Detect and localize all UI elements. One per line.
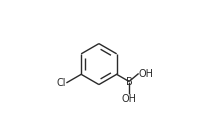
Text: OH: OH <box>121 94 136 104</box>
Text: OH: OH <box>138 69 153 79</box>
Text: Cl: Cl <box>56 78 66 88</box>
Text: B: B <box>125 76 132 86</box>
